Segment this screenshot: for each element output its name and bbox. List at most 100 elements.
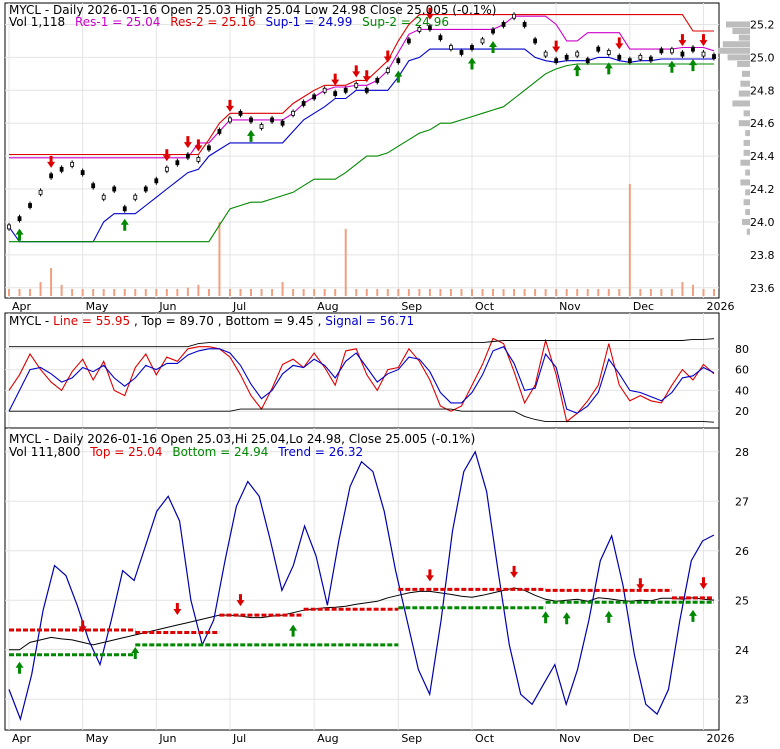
price-y-tick-label: 23.6 [750, 282, 775, 295]
price-candle-body [7, 224, 11, 230]
price-header-row2: Vol 1,118 Res-1 = 25.04 Res-2 = 25.16 Su… [9, 15, 449, 29]
volume-bar [134, 289, 137, 296]
price-candle-body [280, 120, 285, 126]
price-candle-body [543, 51, 548, 57]
price-candle-body [259, 124, 264, 129]
buy-signal-arrow [573, 64, 582, 77]
buy-signal-arrow [667, 60, 676, 73]
price-candle-body [691, 46, 695, 52]
trend-x-tick-label: Aug [317, 732, 338, 745]
price-candle-body [417, 26, 422, 32]
volume-label: Vol 1,118 [9, 15, 65, 29]
trend-sell-signal-arrow [236, 594, 245, 607]
top-label: Top = 89.70 [141, 314, 214, 328]
price-y-tick-label: 25.0 [750, 51, 775, 64]
volume-profile-bar [740, 80, 750, 87]
trend-sell-signal-arrow [510, 565, 519, 578]
volume-profile-bar [737, 60, 750, 67]
volume-bar [649, 289, 652, 296]
price-x-tick-label: Nov [559, 300, 581, 313]
trend-sell-signal-arrow [636, 578, 645, 591]
oscillator-line-line [8, 337, 715, 423]
buy-signal-arrow [604, 62, 613, 75]
price-x-tick-label: Jun [158, 300, 176, 313]
price-candle-body [554, 58, 559, 64]
volume-bar [397, 289, 400, 296]
trend-value-label: Trend = 26.32 [277, 445, 363, 459]
trend-x-tick-label: Nov [559, 732, 581, 745]
price-candle-body [270, 117, 274, 123]
price-candle-body [228, 117, 232, 123]
trend-buy-signal-arrow [289, 624, 298, 637]
volume-profile-bar [738, 90, 750, 97]
sup2-label: Sup-2 = 24.96 [362, 15, 449, 29]
price-y-tick-label: 24.2 [750, 183, 775, 196]
volume-bar [681, 282, 684, 296]
volume-bar [18, 289, 21, 296]
volume-profile-bar [745, 189, 750, 196]
oscillator-top-line [9, 338, 715, 348]
price-candle-body [512, 13, 516, 19]
sell-signal-arrow [699, 34, 708, 47]
price-y-tick-label: 24.4 [750, 150, 775, 163]
volume-bar [271, 289, 274, 296]
trend-top-label: Top = 25.04 [89, 445, 162, 459]
res2-label: Res-2 = 25.16 [170, 15, 255, 29]
volume-profile-bar [738, 34, 750, 41]
trend-bottom-label: Bottom = 24.94 [172, 445, 268, 459]
price-y-tick-label: 23.8 [750, 249, 775, 262]
price-candle-body [480, 38, 485, 44]
price-candle-body [491, 28, 495, 34]
price-candle-body [301, 101, 306, 106]
oscillator-y-tick-label: 40 [735, 384, 749, 397]
trend-x-tick-label: Apr [12, 732, 32, 745]
volume-bar [302, 289, 305, 296]
volume-bar [502, 289, 505, 296]
price-candle-body [175, 160, 180, 166]
trend-sell-signal-arrow [78, 620, 87, 633]
volume-bar [113, 289, 116, 296]
price-candle-body [196, 157, 201, 162]
price-candle-body [564, 54, 569, 60]
volume-bar [376, 289, 379, 296]
volume-bar [386, 289, 389, 296]
volume-bar [39, 282, 42, 296]
buy-signal-arrow [688, 59, 697, 72]
trend-y-tick-label: 28 [735, 446, 749, 459]
volume-bar [239, 289, 242, 296]
volume-bar [50, 268, 53, 296]
trend-panel: 28 27 26 25 24 23 Apr May Jun Jul Aug Sep Oct Nov Dec… [4, 427, 749, 745]
price-candle-body [154, 178, 159, 184]
trend-volume-label: Vol 111,800 [9, 445, 80, 459]
volume-bar [555, 289, 558, 296]
sell-signal-arrow [362, 70, 371, 83]
price-x-tick-label: Jul [232, 300, 246, 313]
sell-signal-arrow [352, 65, 361, 78]
buy-signal-arrow [120, 218, 129, 231]
price-y-tick-label: 24.6 [750, 117, 775, 130]
volume-bar [481, 289, 484, 296]
sell-signal-arrow [225, 99, 234, 112]
trend-buy-signal-arrow [604, 610, 613, 623]
volume-bar [407, 289, 410, 296]
res1-line [9, 15, 715, 159]
volume-bar [281, 282, 284, 296]
volume-bar [576, 289, 579, 296]
trend-sell-signal-arrow [173, 603, 182, 616]
volume-profile-bar [740, 179, 750, 186]
oscillator-ticker: MYCL [9, 314, 41, 328]
price-candle-body [101, 194, 106, 200]
price-candle-body [648, 56, 653, 62]
price-candle-body [59, 166, 64, 172]
price-candle-body [533, 38, 538, 44]
price-candle-body [596, 46, 601, 52]
trend-sell-signal-arrow [699, 577, 708, 590]
sup2-line [9, 63, 714, 243]
price-candle-body [343, 87, 348, 93]
volume-profile-bar [742, 70, 750, 77]
volume-profile-bar [743, 199, 750, 206]
volume-bar [186, 287, 189, 296]
volume-bar [344, 228, 347, 296]
